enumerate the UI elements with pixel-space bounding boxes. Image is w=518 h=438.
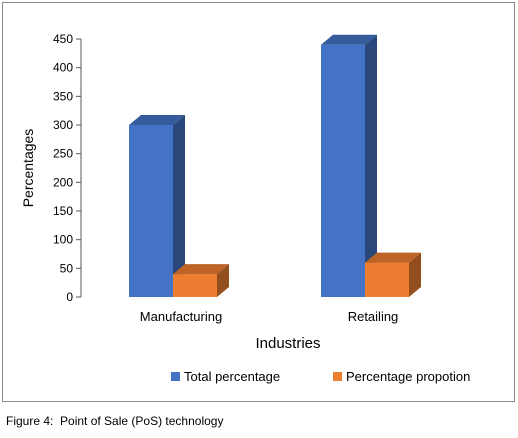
figure-caption: Figure 4: Point of Sale (PoS) technology: [6, 414, 224, 428]
x-tick-label: Manufacturing: [140, 309, 222, 324]
y-axis-title: Percentages: [20, 129, 36, 208]
y-tick-label: 350: [53, 89, 73, 103]
chart-frame: 0 50 100 150 200 250 300 350 400 450 Percentages M…: [2, 2, 515, 402]
bar-side: [217, 264, 229, 297]
bar-side: [173, 115, 185, 297]
bar-top: [129, 115, 185, 125]
legend-swatch: [333, 372, 342, 381]
legend-label: Percentage propotion: [346, 369, 470, 384]
y-tick-label: 0: [66, 290, 73, 304]
y-tick-label: 50: [60, 261, 74, 275]
bar-top: [173, 264, 229, 275]
y-tick-label: 250: [53, 147, 73, 161]
y-tick-label: 200: [53, 175, 73, 189]
bar-percentage-propotion-retailing: [365, 262, 409, 297]
bar-percentage-propotion-manufacturing: [173, 274, 217, 297]
legend-label: Total percentage: [184, 369, 280, 384]
x-tick-label: Retailing: [348, 309, 399, 324]
y-tick-label: 400: [53, 61, 73, 75]
y-tick-label: 450: [53, 32, 73, 46]
x-axis-title: Industries: [255, 335, 320, 352]
y-tick-label: 100: [53, 233, 73, 247]
bar-chart: 0 50 100 150 200 250 300 350 400 450 Percentages M…: [20, 32, 470, 384]
bar-total-percentage-retailing: [321, 44, 365, 297]
legend-swatch: [171, 372, 180, 381]
bar-side: [409, 252, 421, 297]
y-tick-label: 300: [53, 118, 73, 132]
bar-top: [365, 252, 421, 263]
bar-top: [321, 34, 377, 45]
bar-side: [365, 34, 377, 297]
y-tick-label: 150: [53, 204, 73, 218]
bar-total-percentage-manufacturing: [129, 125, 173, 297]
